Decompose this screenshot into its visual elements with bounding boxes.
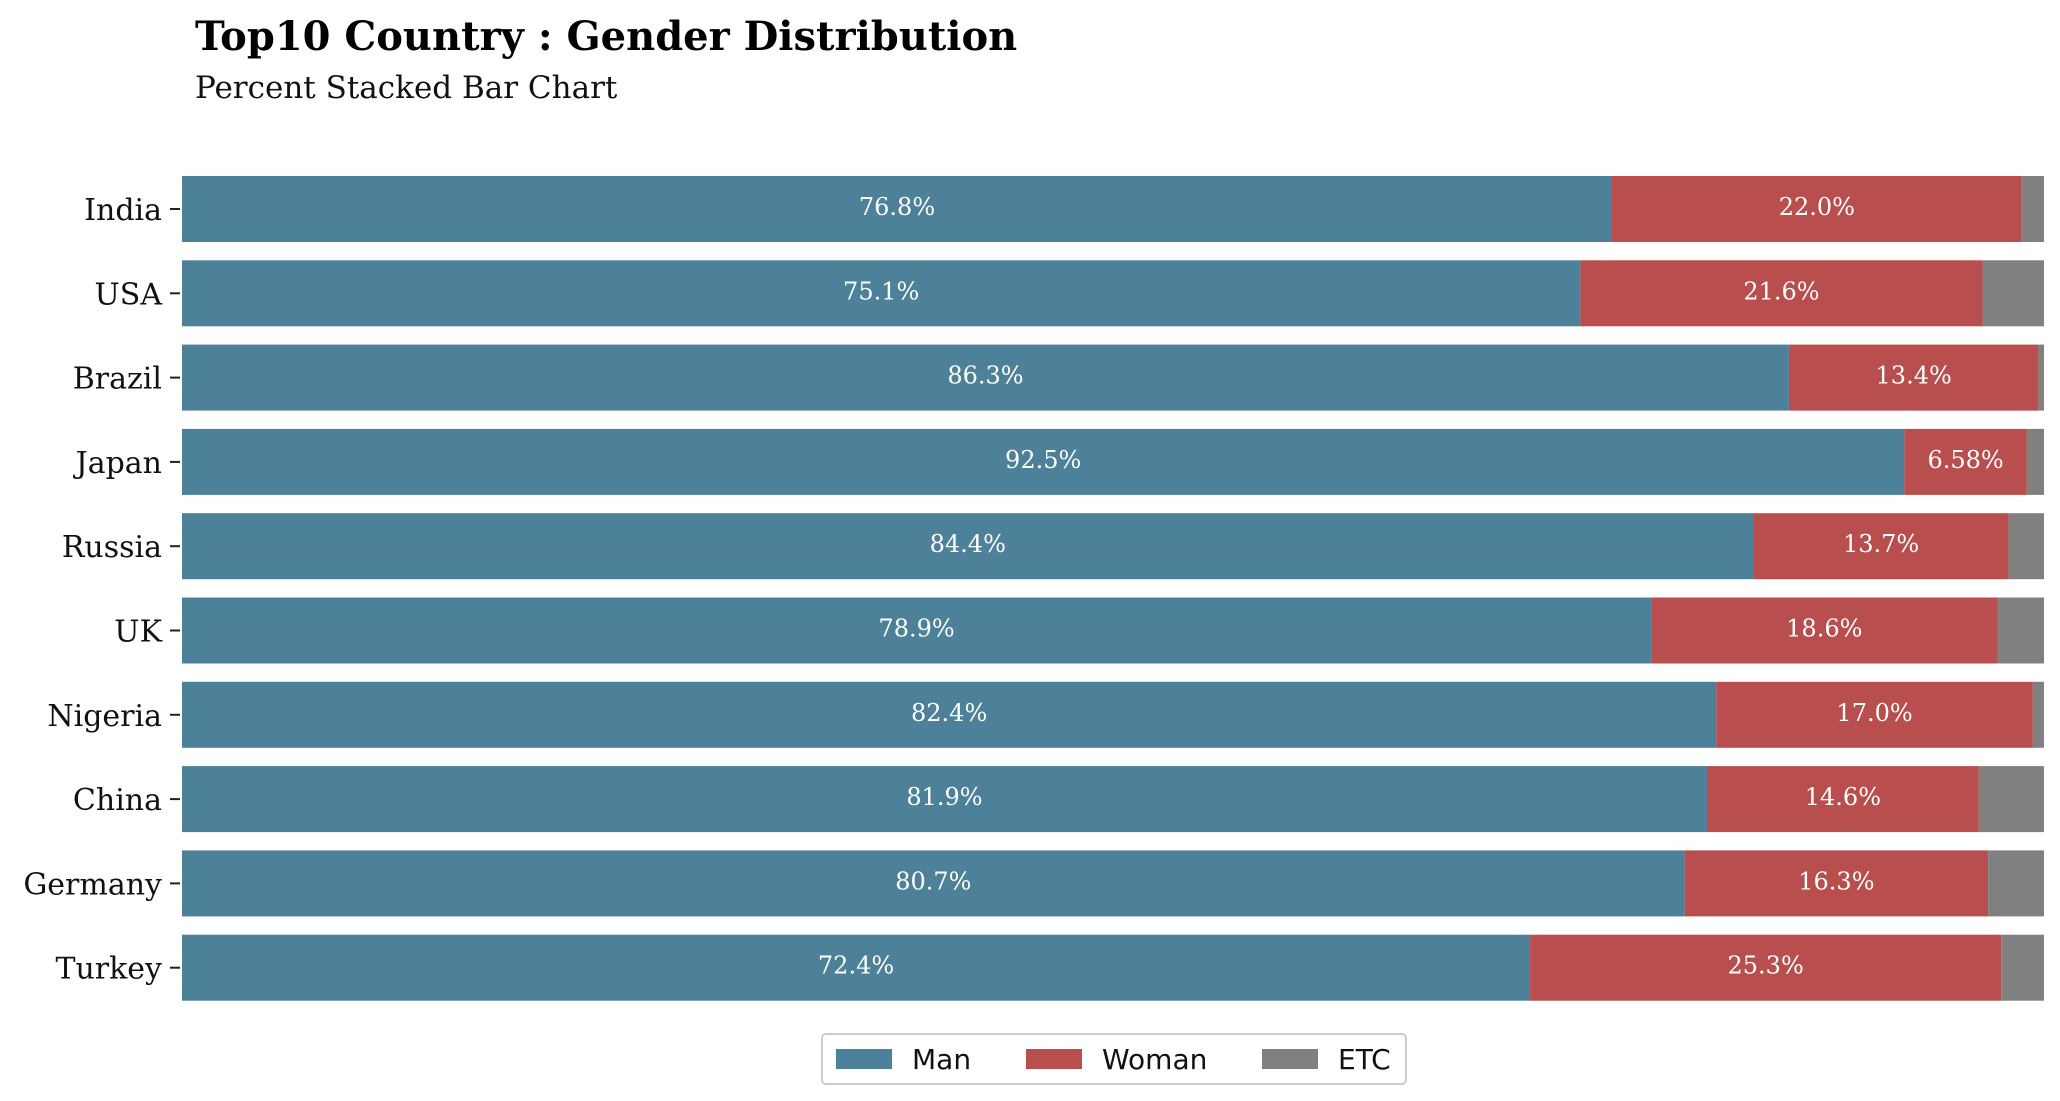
bar-segment-man xyxy=(182,344,1789,411)
data-label: 25.3% xyxy=(1728,952,1804,980)
bar-segment-man xyxy=(182,934,1531,1001)
data-label: 14.6% xyxy=(1805,783,1881,811)
legend-swatch-man xyxy=(836,1049,892,1069)
bar-segment-etc xyxy=(2021,176,2044,242)
legend: Man Woman ETC xyxy=(821,1033,1407,1085)
bar-segment-etc xyxy=(2026,428,2044,495)
data-label: 17.0% xyxy=(1836,699,1912,727)
bar-segment-man xyxy=(182,260,1581,327)
data-label: 22.0% xyxy=(1779,193,1855,221)
bar-segment-woman xyxy=(1651,597,1998,664)
data-label: 72.4% xyxy=(818,952,894,980)
y-tick-label: India xyxy=(84,193,162,228)
legend-label: Man xyxy=(912,1043,971,1076)
data-label: 80.7% xyxy=(895,867,971,895)
bar-segment-woman xyxy=(1684,850,1989,917)
y-tick-label: Turkey xyxy=(55,952,162,987)
bar-segment-woman xyxy=(1612,176,2022,242)
bar-segment-etc xyxy=(1978,766,2044,833)
y-tick-label: Russia xyxy=(62,530,162,565)
y-tick-label: Japan xyxy=(73,446,162,481)
bar-segment-etc xyxy=(1982,260,2044,327)
legend-swatch-woman xyxy=(1026,1049,1082,1069)
data-label: 76.8% xyxy=(859,193,935,221)
bar-segment-man xyxy=(182,850,1685,917)
bar-segment-etc xyxy=(2038,344,2044,411)
bar-segment-man xyxy=(182,766,1707,833)
data-label: 13.7% xyxy=(1843,530,1919,558)
data-label: 82.4% xyxy=(911,699,987,727)
data-label: 78.9% xyxy=(878,615,954,643)
y-tick-label: China xyxy=(73,783,162,818)
data-label: 86.3% xyxy=(947,362,1023,390)
legend-label: Woman xyxy=(1102,1043,1207,1076)
bar-segment-etc xyxy=(1988,850,2044,917)
y-tick-label: Nigeria xyxy=(47,699,162,734)
bar-segment-woman xyxy=(1706,766,1979,833)
chart-title: Top10 Country : Gender Distribution xyxy=(195,13,1017,60)
bar-segment-etc xyxy=(2001,934,2044,1001)
data-label: 81.9% xyxy=(906,783,982,811)
legend-frame xyxy=(821,1033,1407,1085)
y-tick-label: Brazil xyxy=(73,362,162,397)
data-label: 75.1% xyxy=(843,277,919,305)
bar-segment-woman xyxy=(1580,260,1983,327)
bar-segment-woman xyxy=(1788,344,2039,411)
data-label: 16.3% xyxy=(1798,867,1874,895)
data-label: 18.6% xyxy=(1786,615,1862,643)
data-label: 84.4% xyxy=(930,530,1006,558)
bar-segment-man xyxy=(182,597,1652,664)
bar-segment-man xyxy=(182,513,1754,580)
bar-segment-etc xyxy=(2032,681,2044,748)
bar-segment-man xyxy=(182,176,1613,242)
data-label: 6.58% xyxy=(1927,446,2003,474)
bar-segment-etc xyxy=(1997,597,2044,664)
legend-label: ETC xyxy=(1338,1043,1391,1076)
y-tick-label: UK xyxy=(114,615,162,650)
bar-segment-woman xyxy=(1904,428,2027,495)
y-tick-label: USA xyxy=(95,277,163,312)
bar-segment-woman xyxy=(1753,513,2009,580)
chart-subtitle: Percent Stacked Bar Chart xyxy=(195,70,618,106)
bar-segment-man xyxy=(182,681,1717,748)
bar-segment-woman xyxy=(1716,681,2033,748)
bar-segment-etc xyxy=(2008,513,2044,580)
data-label: 21.6% xyxy=(1743,277,1819,305)
legend-swatch-etc xyxy=(1262,1049,1318,1069)
data-label: 13.4% xyxy=(1876,362,1952,390)
data-label: 92.5% xyxy=(1005,446,1081,474)
bar-segment-woman xyxy=(1530,934,2002,1001)
bar-segment-man xyxy=(182,428,1905,495)
plot-area: India 76.8% 22.0% USA 75.1% 21.6% Brazil 86.3% 1… xyxy=(23,176,2044,1001)
y-tick-label: Germany xyxy=(23,867,162,902)
